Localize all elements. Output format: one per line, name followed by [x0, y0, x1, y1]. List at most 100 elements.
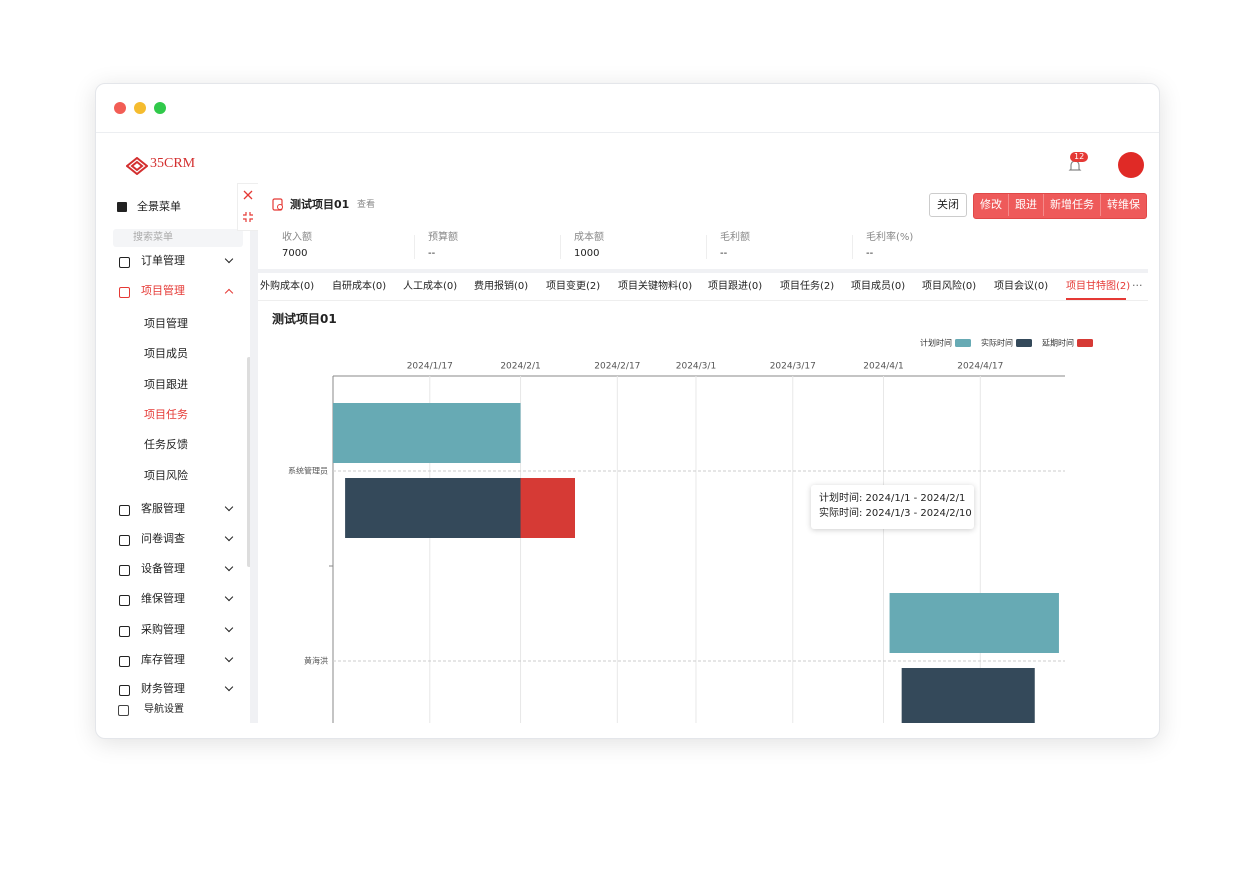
legend-label: 计划时间: [920, 338, 952, 348]
menu-icon: [119, 257, 130, 268]
menu-item[interactable]: 设备管理: [141, 562, 185, 575]
scrollbar: [247, 357, 250, 567]
stat-divider: [414, 235, 415, 259]
menu-item[interactable]: 维保管理: [141, 592, 185, 605]
chart-title: 测试项目01: [272, 312, 337, 326]
tab[interactable]: 项目跟进(0): [708, 281, 763, 292]
tab-underline: [1066, 298, 1126, 300]
legend-swatch: [1077, 339, 1093, 347]
tab[interactable]: 自研成本(0): [332, 281, 387, 292]
action-button[interactable]: 新增任务: [1043, 194, 1100, 216]
tab[interactable]: 项目任务(2): [780, 281, 835, 292]
x-tick-label: 2024/3/1: [676, 362, 716, 372]
menu-chevron: [224, 502, 234, 512]
menu-item[interactable]: 客服管理: [141, 502, 185, 515]
stat-divider: [852, 235, 853, 259]
menu-icon: [119, 505, 130, 516]
notification-badge: 12: [1070, 152, 1089, 162]
tooltip-line: 实际时间: 2024/1/3 - 2024/2/10: [819, 508, 972, 519]
menu-chevron: [224, 653, 234, 663]
stat-value: --: [428, 248, 436, 259]
search-box[interactable]: 搜索菜单: [113, 229, 243, 247]
submenu-item[interactable]: 项目跟进: [144, 377, 188, 391]
x-tick-label: 2024/2/17: [594, 362, 640, 372]
legend-label: 延期时间: [1042, 338, 1074, 348]
stat-label: 毛利额: [720, 232, 750, 243]
tab[interactable]: 项目会议(0): [994, 281, 1049, 292]
divider: [96, 132, 1159, 133]
project-title: 测试项目01: [290, 198, 350, 211]
menu-chevron: [224, 288, 234, 298]
menu-chevron: [224, 592, 234, 602]
legend-label: 实际时间: [981, 338, 1013, 348]
stat-value: 7000: [282, 248, 308, 259]
gantt-bar: [333, 403, 521, 463]
x-tick-label: 2024/2/1: [500, 362, 540, 372]
menu-chevron: [224, 532, 234, 542]
menu-item[interactable]: 采购管理: [141, 623, 185, 636]
tabs-more[interactable]: ···: [1132, 279, 1143, 292]
submenu-item[interactable]: 任务反馈: [144, 438, 188, 452]
collapse-icon[interactable]: [242, 211, 254, 223]
window-dot: [154, 102, 166, 114]
stat-label: 预算额: [428, 232, 458, 243]
view-link[interactable]: 查看: [357, 200, 376, 210]
legend-swatch: [1016, 339, 1032, 347]
menu-item[interactable]: 问卷调查: [141, 532, 185, 545]
menu-chevron: [224, 562, 234, 572]
sidebar-footer: 导航设置: [108, 697, 250, 723]
side-controls: [237, 183, 259, 231]
x-tick-label: 2024/4/1: [863, 362, 903, 372]
action-button[interactable]: 转维保: [1100, 194, 1146, 216]
tab[interactable]: 费用报销(0): [474, 281, 529, 292]
search-placeholder: 搜索菜单: [133, 232, 173, 243]
tab[interactable]: 项目关键物料(0): [618, 281, 693, 292]
stat-value: 1000: [574, 248, 600, 259]
main-panel: 测试项目01 查看 关闭 修改 跟进 新增任务 转维保 收入额 7000 预算额 -- 成本额…: [258, 183, 1148, 723]
sidebar: 全景菜单 搜索菜单 导航设置 订单管理 项目管理 项目管理 项目成员 项目跟进 项目任务任…: [108, 183, 250, 723]
x-tick-label: 2024/4/17: [957, 362, 1003, 372]
x-tick-label: 2024/3/17: [770, 362, 816, 372]
tab[interactable]: 外购成本(0): [260, 281, 315, 292]
project-icon: [272, 198, 283, 211]
window-dot: [114, 102, 126, 114]
tooltip: 计划时间: 2024/1/1 - 2024/2/1 实际时间: 2024/1/3 …: [811, 485, 974, 529]
menu-item[interactable]: 财务管理: [141, 682, 185, 695]
submenu-item[interactable]: 项目管理: [144, 317, 188, 330]
menu-icon: [117, 202, 127, 212]
window-dot: [134, 102, 146, 114]
submenu-item[interactable]: 项目风险: [144, 468, 188, 482]
menu-icon: [119, 287, 130, 298]
tab[interactable]: 项目风险(0): [922, 281, 977, 292]
menu-item[interactable]: 库存管理: [141, 653, 185, 666]
action-buttons: 修改 跟进 新增任务 转维保: [973, 193, 1147, 219]
menu-icon: [119, 685, 130, 696]
tab[interactable]: 人工成本(0): [403, 281, 458, 292]
all-menu[interactable]: 全景菜单: [137, 200, 181, 213]
tab[interactable]: 项目成员(0): [851, 281, 906, 292]
submenu-item[interactable]: 项目成员: [144, 347, 188, 361]
menu-chevron: [224, 254, 234, 264]
submenu-item[interactable]: 项目任务: [144, 407, 188, 421]
logo-icon: [126, 157, 148, 175]
legend-swatch: [955, 339, 971, 347]
y-tick-label: 黄海洪: [304, 656, 328, 666]
avatar[interactable]: [1118, 152, 1144, 178]
close-icon[interactable]: [242, 189, 254, 201]
stat-divider: [560, 235, 561, 259]
action-button[interactable]: 修改: [980, 198, 1002, 211]
top-header: 35CRM 12: [108, 143, 1148, 183]
action-button[interactable]: 跟进: [1008, 194, 1043, 216]
tab[interactable]: 项目甘特图(2): [1066, 281, 1131, 292]
close-button[interactable]: 关闭: [929, 193, 967, 217]
footer-text[interactable]: 导航设置: [144, 704, 184, 715]
menu-icon: [119, 656, 130, 667]
x-tick-label: 2024/1/17: [407, 362, 453, 372]
gantt-chart: 2024/1/17 2024/2/1 2024/2/17 2024/3/1 2024/3…: [288, 338, 1093, 723]
menu-icon: [119, 595, 130, 606]
tab[interactable]: 项目变更(2): [546, 281, 601, 292]
menu-item[interactable]: 订单管理: [141, 254, 185, 267]
gantt-bar: [901, 668, 1035, 723]
menu-item[interactable]: 项目管理: [141, 284, 185, 297]
